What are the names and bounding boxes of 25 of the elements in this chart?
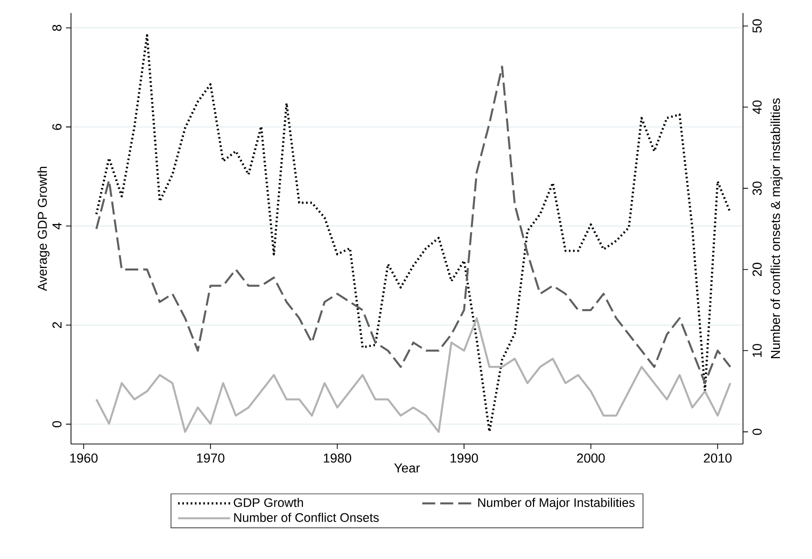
y2-axis-title: Number of conflict onsets & major instabilities: [770, 98, 783, 358]
y2-tick-label: 20: [752, 262, 762, 276]
legend-label: GDP Growth: [234, 498, 303, 508]
legend-label: Number of Major Instabilities: [478, 498, 635, 510]
y-axis-title: Average GDP Growth: [37, 166, 50, 291]
y2-tick-label: 30: [752, 182, 762, 196]
x-axis-title: Year: [394, 464, 420, 473]
x-tick-label: 2010: [704, 454, 732, 463]
x-tick-label: 2000: [577, 454, 605, 463]
x-tick-label: 1980: [324, 454, 352, 463]
y2-tick-label: 10: [752, 344, 762, 357]
y-tick-label: 6: [52, 124, 62, 130]
y-tick-label: 4: [52, 222, 62, 230]
x-tick-label: 1990: [450, 454, 478, 463]
y2-tick-label: 40: [752, 100, 762, 114]
legend-label: Number of Conflict Onsets: [234, 512, 379, 522]
line-series: [95, 34, 732, 433]
x-tick-label: 1960: [70, 454, 98, 463]
x-tick-label: 1970: [197, 454, 224, 463]
line-series: [95, 317, 732, 433]
y2-tick-label: 0: [752, 428, 762, 435]
y-tick-label: 0: [52, 421, 62, 428]
y-tick-label: 2: [52, 322, 62, 328]
y-tick-label: 8: [52, 24, 62, 31]
y2-tick-label: 50: [752, 19, 762, 33]
